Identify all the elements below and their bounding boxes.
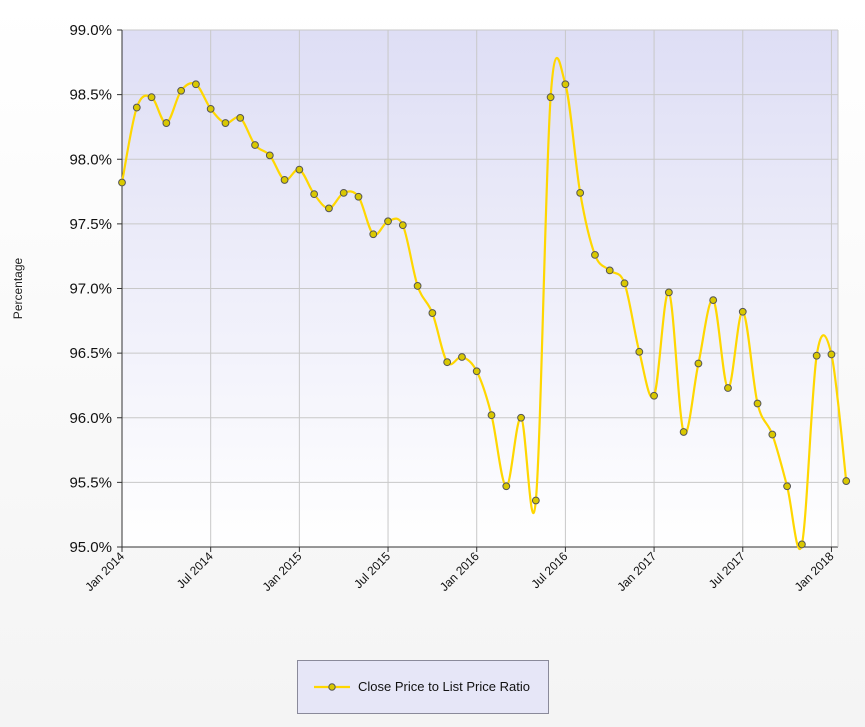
data-point bbox=[325, 204, 333, 213]
data-point bbox=[591, 250, 599, 259]
y-tick-label: 97.0% bbox=[69, 281, 112, 298]
x-tick-label: Jul 2016 bbox=[529, 549, 571, 591]
data-point bbox=[251, 141, 259, 149]
data-point bbox=[428, 309, 437, 317]
data-point bbox=[384, 217, 392, 226]
data-point bbox=[310, 190, 319, 199]
data-point bbox=[502, 482, 511, 491]
series-points bbox=[118, 80, 851, 549]
data-point bbox=[339, 188, 348, 197]
legend-line-marker-icon bbox=[314, 683, 350, 691]
data-point bbox=[354, 192, 363, 201]
x-tick-label: Jul 2014 bbox=[174, 549, 216, 591]
data-point bbox=[177, 86, 186, 95]
y-tick-label: 99.0% bbox=[69, 22, 112, 39]
data-point bbox=[118, 178, 126, 187]
x-axis-ticks: Jan 2014 Jul 2014 Jan 2015 Jul 2015 Jan 2016… bbox=[82, 547, 837, 594]
data-point bbox=[531, 496, 540, 505]
data-point bbox=[724, 384, 732, 392]
y-axis-ticks: 95.0% 95.5% 96.0% 96.5% 97.0% 97.5% 98.0% 98.5%… bbox=[69, 22, 122, 556]
data-point bbox=[413, 282, 422, 290]
data-point bbox=[679, 428, 688, 436]
data-point bbox=[753, 399, 762, 408]
data-point bbox=[768, 430, 777, 439]
data-point bbox=[206, 104, 215, 113]
data-point bbox=[650, 391, 658, 400]
data-point bbox=[561, 80, 570, 89]
data-point bbox=[576, 188, 585, 197]
legend: Close Price to List Price Ratio bbox=[297, 660, 549, 714]
data-point bbox=[842, 477, 851, 485]
x-tick-label: Jan 2017 bbox=[614, 549, 659, 594]
data-point bbox=[546, 93, 555, 102]
data-point bbox=[369, 230, 378, 239]
x-tick-label: Jan 2015 bbox=[260, 549, 305, 594]
data-point bbox=[517, 413, 525, 422]
data-point bbox=[192, 80, 200, 89]
data-point bbox=[487, 411, 496, 420]
x-tick-label: Jan 2018 bbox=[792, 549, 837, 594]
y-axis-label: Percentage bbox=[11, 257, 25, 319]
data-point bbox=[472, 367, 481, 376]
data-point bbox=[797, 540, 806, 549]
data-point bbox=[812, 351, 821, 360]
data-point bbox=[132, 103, 141, 112]
data-point bbox=[709, 296, 718, 305]
data-point bbox=[738, 307, 747, 316]
data-point bbox=[620, 279, 629, 288]
data-point bbox=[147, 93, 156, 102]
data-point bbox=[827, 350, 836, 359]
data-point bbox=[162, 119, 171, 127]
data-point bbox=[783, 482, 791, 491]
data-point bbox=[443, 358, 452, 367]
y-tick-label: 98.0% bbox=[69, 151, 112, 168]
data-point bbox=[398, 221, 407, 230]
y-tick-label: 97.5% bbox=[69, 216, 112, 233]
legend-label: Close Price to List Price Ratio bbox=[358, 679, 530, 694]
y-tick-label: 96.0% bbox=[69, 410, 112, 427]
y-tick-label: 95.0% bbox=[69, 539, 112, 556]
y-tick-label: 95.5% bbox=[69, 474, 112, 491]
data-point bbox=[236, 113, 245, 122]
data-point bbox=[694, 359, 703, 368]
x-tick-label: Jan 2016 bbox=[437, 549, 482, 594]
data-point bbox=[458, 353, 466, 361]
y-tick-label: 96.5% bbox=[69, 345, 112, 362]
data-point bbox=[280, 176, 289, 184]
data-point bbox=[221, 119, 230, 127]
x-tick-label: Jul 2015 bbox=[351, 549, 393, 591]
data-point bbox=[635, 347, 644, 356]
data-point bbox=[664, 288, 673, 297]
data-point bbox=[265, 151, 274, 160]
data-point bbox=[295, 165, 304, 174]
y-tick-label: 98.5% bbox=[69, 87, 112, 104]
x-tick-label: Jul 2017 bbox=[706, 549, 748, 591]
data-point bbox=[605, 266, 614, 275]
